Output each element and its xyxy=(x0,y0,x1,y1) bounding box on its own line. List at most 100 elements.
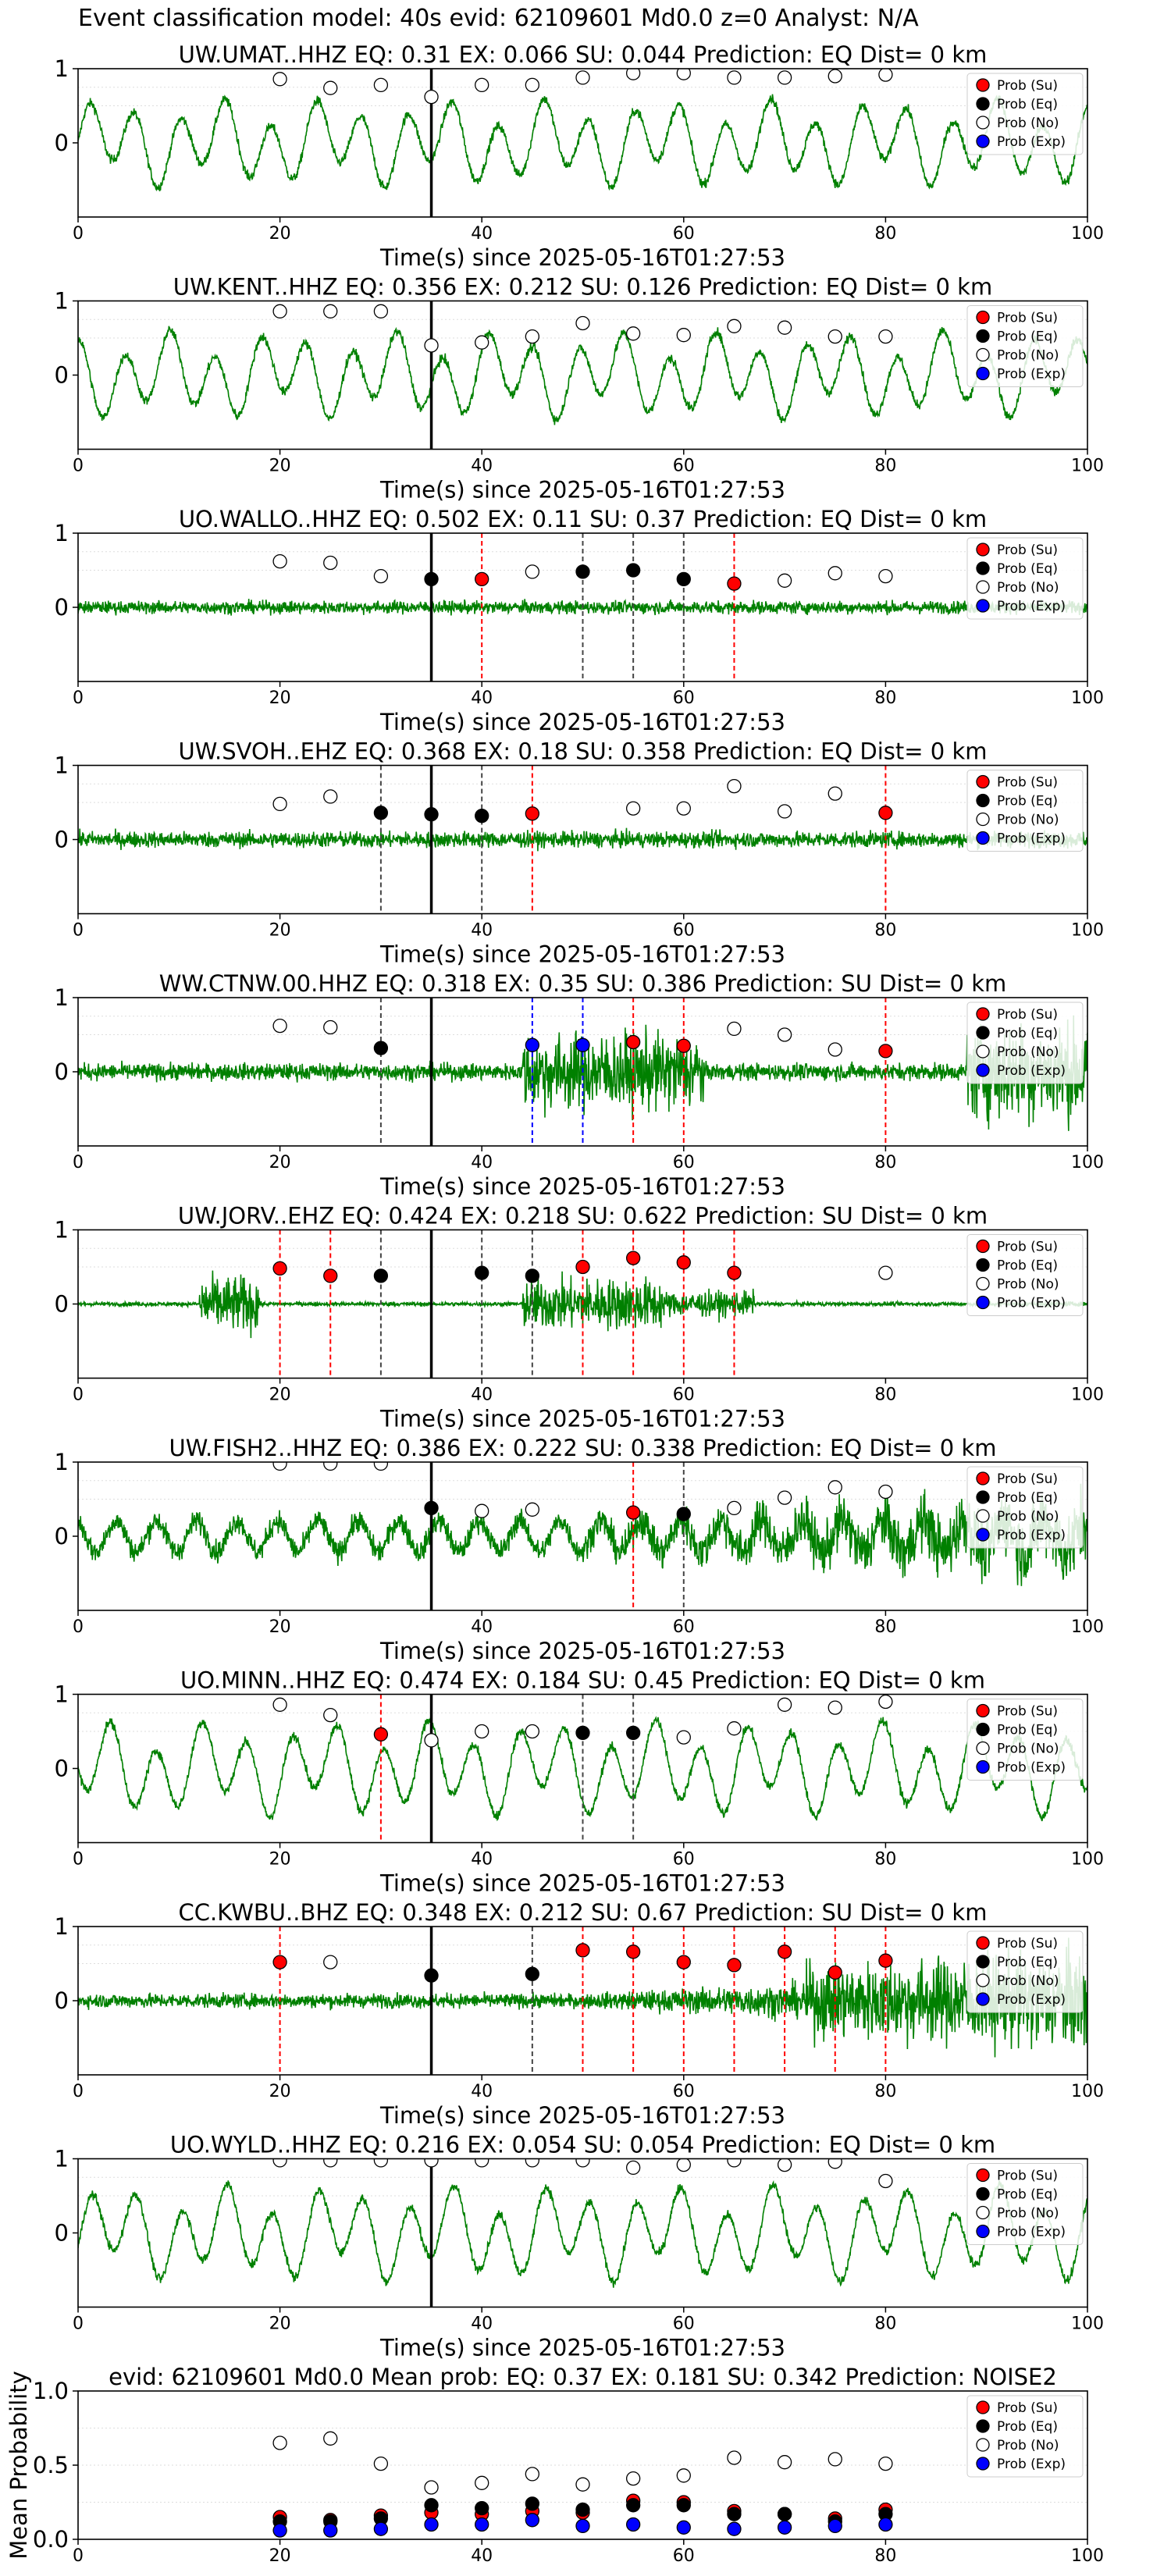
mean-prob-marker-eq xyxy=(424,2498,439,2513)
prob-marker-no xyxy=(828,69,842,84)
x-tick-label: 100 xyxy=(1071,688,1104,708)
legend-box xyxy=(966,1930,1084,2013)
mean-prob-marker-no xyxy=(424,2480,439,2495)
x-tick-label: 20 xyxy=(269,1386,291,1405)
mean-prob-marker-eq xyxy=(525,2496,539,2511)
prob-marker-su xyxy=(676,1255,691,1270)
legend-label-no: Prob (No) xyxy=(997,116,1059,131)
mean-prob-marker-eq xyxy=(475,2500,489,2516)
prob-marker-no xyxy=(828,2158,842,2169)
x-tick-label: 80 xyxy=(874,1617,896,1637)
x-tick-label: 0 xyxy=(73,2546,84,2566)
prob-marker-no xyxy=(525,1724,539,1739)
y-tick-label: 1 xyxy=(55,1681,69,1708)
legend-label-su: Prob (Su) xyxy=(997,1007,1058,1023)
legend-marker-exp xyxy=(976,2224,990,2239)
x-tick-label: 40 xyxy=(471,2546,493,2566)
prob-marker-no xyxy=(575,70,590,85)
prob-marker-no xyxy=(373,568,389,584)
legend: Prob (Su) Prob (Eq) Prob (No) Prob (Exp) xyxy=(966,2163,1084,2245)
prob-marker-su xyxy=(828,1965,842,1980)
legend-marker-no xyxy=(976,1509,990,1523)
prob-marker-eq xyxy=(475,808,489,824)
x-tick-label: 0 xyxy=(73,1386,84,1405)
mean-prob-marker-eq xyxy=(575,2502,590,2517)
x-tick-label: 20 xyxy=(269,921,291,941)
legend-label-su: Prob (Su) xyxy=(997,311,1058,326)
panel-1: UW.KENT..HHZ EQ: 0.356 EX: 0.212 SU: 0.1… xyxy=(55,274,1104,503)
mean-prob-marker-exp xyxy=(828,2518,842,2534)
y-tick-label: 1 xyxy=(55,753,69,779)
y-tick-label: 1 xyxy=(55,2146,69,2172)
prob-marker-su xyxy=(272,1261,287,1276)
prob-marker-no xyxy=(272,304,287,318)
x-tick-label: 80 xyxy=(874,1850,896,1870)
legend-box xyxy=(966,1466,1084,1549)
y-tick-label: 0 xyxy=(55,1523,69,1550)
prob-marker-no xyxy=(777,804,792,819)
prob-marker-eq xyxy=(424,807,439,822)
mean-prob-marker-no xyxy=(828,2452,842,2467)
prob-marker-no xyxy=(272,1697,287,1712)
prob-marker-eq xyxy=(373,806,389,820)
x-tick-label: 20 xyxy=(269,1617,291,1637)
x-tick-label: 0 xyxy=(73,688,84,708)
legend-label-su: Prob (Su) xyxy=(997,78,1058,94)
legend-box xyxy=(966,1699,1084,1781)
panel-title: UO.MINN..HHZ EQ: 0.474 EX: 0.184 SU: 0.4… xyxy=(180,1667,985,1694)
x-tick-label: 80 xyxy=(874,224,896,244)
x-tick-label: 20 xyxy=(269,1850,291,1870)
x-tick-label: 100 xyxy=(1071,2314,1104,2334)
prob-marker-no xyxy=(676,1730,691,1745)
y-tick-label: 0 xyxy=(55,1291,69,1318)
mean-prob-marker-no xyxy=(676,2468,691,2483)
mean-prob-marker-no xyxy=(777,2455,792,2470)
legend-label-eq: Prob (Eq) xyxy=(997,1490,1058,1506)
y-tick-label: 1 xyxy=(55,55,69,82)
prob-marker-eq xyxy=(626,1725,641,1741)
y-tick-label: 1 xyxy=(55,984,69,1011)
prob-marker-no xyxy=(727,1021,742,1037)
waveform-trace xyxy=(78,94,1087,192)
mean-prob-marker-no xyxy=(878,2456,893,2471)
mean-prob-marker-exp xyxy=(272,2523,287,2538)
panel-title: CC.KWBU..BHZ EQ: 0.348 EX: 0.212 SU: 0.6… xyxy=(179,1899,988,1926)
prob-marker-su xyxy=(475,571,489,587)
panel-title: UW.JORV..EHZ EQ: 0.424 EX: 0.218 SU: 0.6… xyxy=(178,1203,988,1229)
legend: Prob (Su) Prob (Eq) Prob (No) Prob (Exp) xyxy=(966,305,1084,387)
prob-marker-no xyxy=(475,1724,489,1739)
prob-marker-su xyxy=(727,576,742,591)
waveform-trace xyxy=(78,2179,1087,2288)
prob-marker-no xyxy=(272,1018,287,1034)
x-tick-label: 80 xyxy=(874,2082,896,2101)
mean-prob-marker-eq xyxy=(676,2498,691,2513)
mean-prob-marker-exp xyxy=(475,2517,489,2532)
x-tick-label: 100 xyxy=(1071,1386,1104,1405)
x-axis-label: Time(s) since 2025-05-16T01:27:53 xyxy=(379,2335,785,2361)
legend-marker-exp xyxy=(976,831,990,845)
y-tick-label: 1 xyxy=(55,1913,69,1940)
legend-label-exp: Prob (Exp) xyxy=(997,1992,1066,2008)
prob-marker-no xyxy=(373,2158,389,2168)
legend-label-no: Prob (No) xyxy=(997,1742,1059,1757)
x-tick-label: 0 xyxy=(73,457,84,476)
prob-marker-no xyxy=(878,1484,893,1500)
x-tick-label: 40 xyxy=(471,1153,493,1172)
mean-prob-marker-no xyxy=(373,2456,389,2471)
panel-0: UW.UMAT..HHZ EQ: 0.31 EX: 0.066 SU: 0.04… xyxy=(55,41,1104,271)
prob-marker-no xyxy=(828,1480,842,1495)
legend-marker-no xyxy=(976,1276,990,1291)
legend-marker-exp xyxy=(976,2457,990,2471)
legend-marker-exp xyxy=(976,1759,990,1774)
prob-marker-eq xyxy=(626,563,641,578)
mean-prob-marker-exp xyxy=(676,2520,691,2535)
legend-label-no: Prob (No) xyxy=(997,1973,1059,1989)
x-tick-label: 40 xyxy=(471,224,493,244)
legend-label-eq: Prob (Eq) xyxy=(997,1723,1058,1738)
legend-label-no: Prob (No) xyxy=(997,2438,1059,2453)
x-tick-label: 40 xyxy=(471,1850,493,1870)
prob-marker-exp xyxy=(575,1037,590,1052)
legend-marker-eq xyxy=(976,1258,990,1272)
prob-marker-eq xyxy=(676,1507,691,1521)
legend-marker-su xyxy=(976,774,990,789)
